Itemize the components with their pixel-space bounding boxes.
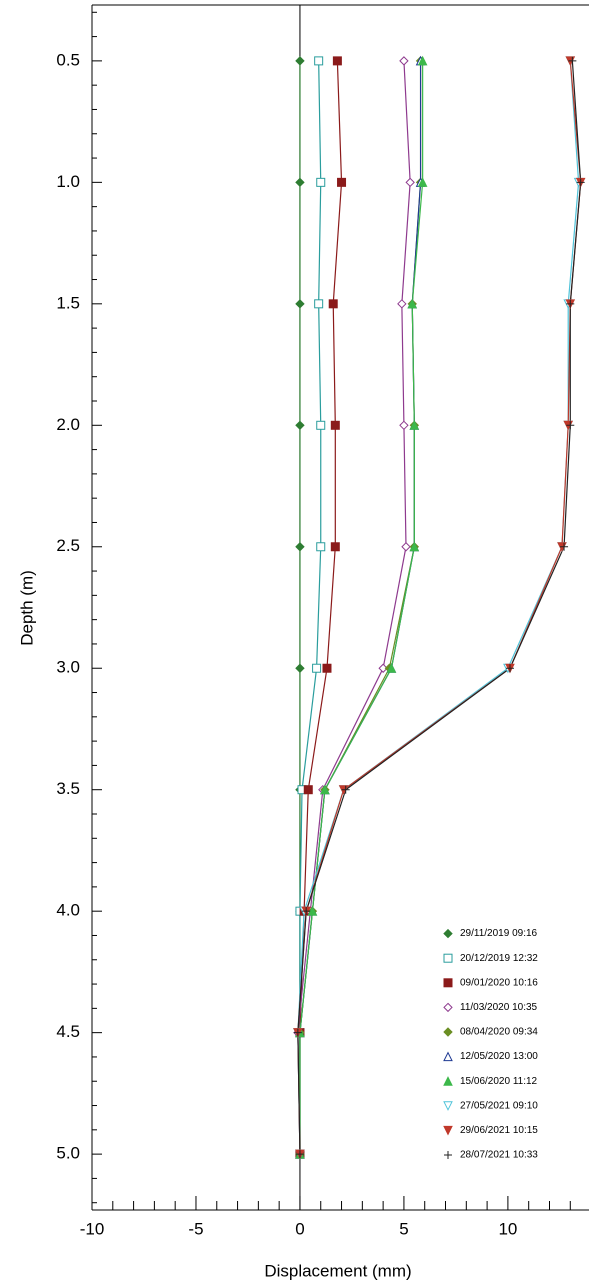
marker [566,421,575,430]
x-axis-label: Displacement (mm) [264,1261,411,1280]
y-tick-label: 1.0 [56,172,80,191]
marker [409,541,420,552]
marker [417,177,428,187]
y-tick-label: 3.5 [56,779,80,798]
marker [295,542,305,552]
marker [312,663,322,673]
x-tick-label: 0 [295,1219,304,1238]
marker [328,299,338,309]
marker [316,420,326,430]
series-line [297,60,582,1155]
marker [443,978,453,988]
marker [295,177,305,188]
marker [443,953,453,963]
y-tick-label: 0.5 [56,50,80,69]
marker [332,56,342,66]
marker [409,420,420,430]
y-axis-label: Depth (m) [17,570,36,646]
marker [401,542,411,552]
marker [314,56,324,66]
legend-label: 15/06/2020 11:12 [460,1076,538,1087]
y-tick-label: 4.0 [56,901,80,920]
marker [443,1051,453,1062]
legend-label: 11/03/2020 10:35 [460,1002,538,1013]
marker [337,177,347,187]
marker [307,906,318,916]
legend-label: 08/04/2020 09:34 [460,1027,538,1038]
marker [330,420,340,430]
marker [314,299,324,309]
x-tick-label: 10 [498,1219,517,1238]
marker [295,299,305,309]
marker [444,1151,452,1159]
marker [399,56,409,66]
marker [295,1150,304,1159]
marker [417,55,428,66]
marker [330,542,340,552]
series-line [299,60,424,1155]
series-line [299,60,343,1155]
marker [566,299,575,308]
marker [405,177,415,188]
marker [560,542,569,551]
legend-label: 29/11/2019 09:16 [460,928,538,939]
marker [378,663,388,673]
y-tick-label: 4.5 [56,1022,80,1041]
legend-label: 20/12/2019 12:32 [460,953,538,964]
marker [386,663,397,673]
marker [316,177,326,187]
marker [397,299,407,309]
marker [407,298,418,309]
legend-label: 27/05/2021 09:10 [460,1100,538,1111]
marker [443,1101,453,1111]
marker [443,928,453,939]
legend-label: 29/06/2021 10:15 [460,1125,538,1136]
marker [443,1027,453,1037]
series-line [297,60,411,1155]
y-tick-label: 1.5 [56,293,80,312]
marker [293,1028,302,1037]
marker [443,1076,453,1086]
y-tick-label: 2.5 [56,536,80,555]
marker [303,785,313,795]
x-tick-label: -5 [188,1219,203,1238]
marker [295,663,305,673]
legend-label: 09/01/2020 10:16 [460,977,538,988]
marker [341,785,350,794]
legend-label: 28/07/2021 10:33 [460,1150,538,1161]
series-line [297,60,582,1155]
y-tick-label: 2.0 [56,415,80,434]
series-line [297,60,580,1155]
x-tick-label: -10 [80,1219,105,1238]
marker [399,420,409,430]
marker [302,907,311,916]
series-line [299,60,322,1155]
marker [505,664,514,673]
marker [320,784,330,795]
marker [443,1125,453,1136]
legend-label: 12/05/2020 13:00 [460,1051,538,1062]
marker [295,56,305,66]
y-tick-label: 3.0 [56,658,80,677]
marker [568,56,577,65]
marker [295,420,305,430]
marker [576,178,585,187]
marker [443,1002,453,1013]
x-tick-label: 5 [399,1219,408,1238]
marker [322,663,332,673]
marker [316,542,326,552]
y-tick-label: 5.0 [56,1144,80,1163]
